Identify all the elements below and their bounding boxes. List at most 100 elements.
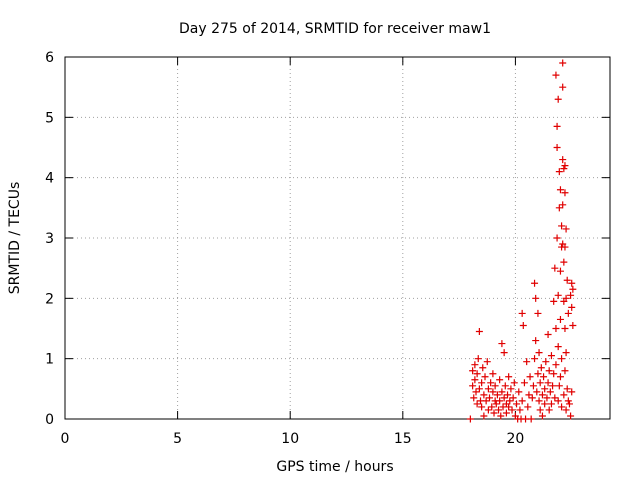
data-point [567,412,575,420]
data-point [531,279,539,287]
data-point [559,156,567,164]
data-point [508,406,516,414]
y-tick-label: 0 [45,412,54,428]
data-point [469,367,477,375]
y-tick-label: 6 [45,50,54,66]
data-point [541,385,549,393]
data-point [540,373,548,381]
data-point [541,400,549,408]
data-point [490,409,498,417]
data-point [489,388,497,396]
data-point [515,388,523,396]
data-point [484,385,492,393]
data-point [560,391,568,399]
data-point [501,382,509,390]
data-point [556,186,564,194]
data-point [466,415,474,423]
data-point [469,382,477,390]
data-point [523,358,531,366]
data-point [556,315,564,323]
data-point [487,379,495,387]
data-point [471,361,479,369]
x-tick-label: 20 [506,431,524,447]
data-point [519,321,527,329]
data-point [538,412,546,420]
data-point [546,388,554,396]
data-point [500,394,508,402]
data-point [495,406,503,414]
data-point [544,331,552,339]
data-point [510,379,518,387]
data-point [500,349,508,357]
data-point [527,415,535,423]
data-point [559,83,567,91]
chart-title: Day 275 of 2014, SRMTID for receiver maw… [179,21,491,37]
data-point [551,394,559,402]
data-point [568,279,576,287]
data-point [473,400,481,408]
data-point [538,391,546,399]
data-point [564,309,572,317]
data-point [482,397,490,405]
data-point [560,258,568,266]
data-point [565,400,573,408]
data-point [525,391,533,399]
data-point [552,71,560,79]
data-point [481,373,489,381]
y-tick-label: 1 [45,352,54,368]
data-point [558,355,566,363]
data-point [528,394,536,402]
data-point [536,379,544,387]
data-point [561,243,569,251]
data-point [569,285,577,293]
data-point [513,400,521,408]
data-point [475,328,483,336]
data-point [567,291,575,299]
data-point [532,337,540,345]
data-point [569,321,577,329]
data-point [488,403,496,411]
data-point [555,204,563,212]
data-point [520,379,528,387]
data-point [545,367,553,375]
data-point [554,95,562,103]
data-point [562,225,570,233]
axis-ticks: 0 1 2 3 4 5 6 0 5 10 15 20 [45,50,610,447]
data-point [518,309,526,317]
data-point [554,397,562,405]
data-point [556,373,564,381]
data-point [547,400,555,408]
data-point [518,397,526,405]
data-point [545,406,553,414]
data-point [562,406,570,414]
data-point [559,201,567,209]
data-point [531,355,539,363]
data-point [478,403,486,411]
data-point [532,294,540,302]
data-point [498,388,506,396]
data-point [568,388,576,396]
data-point [554,291,562,299]
data-point [486,394,494,402]
data-point [553,234,561,242]
data-point [475,385,483,393]
data-point [473,370,481,378]
data-point [558,403,566,411]
data-point [504,391,512,399]
data-point [491,382,499,390]
data-point [555,168,563,176]
data-point [568,303,576,311]
data-point [561,189,569,197]
data-points [466,59,577,423]
data-point [549,382,557,390]
data-point [492,400,500,408]
data-point [505,403,513,411]
data-point [472,388,480,396]
data-point [563,385,571,393]
data-point [543,394,551,402]
data-point [534,309,542,317]
data-point [552,361,560,369]
data-point [564,397,572,405]
data-point [489,370,497,378]
